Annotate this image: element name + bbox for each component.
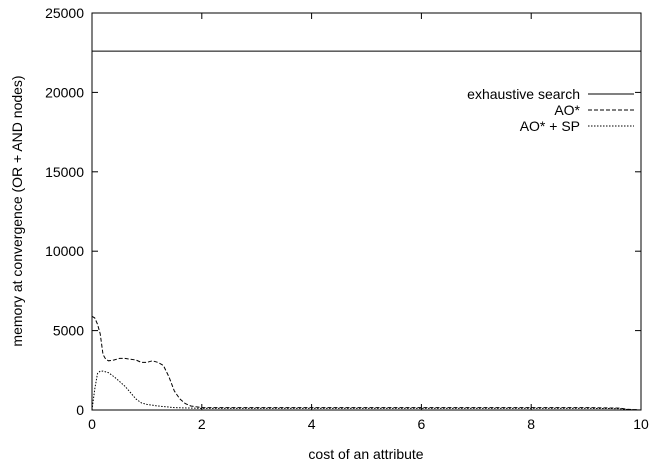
x-tick-label: 0 (88, 416, 96, 432)
y-tick-label: 15000 (45, 164, 84, 180)
x-tick-label: 2 (198, 416, 206, 432)
y-tick-label: 25000 (45, 5, 84, 21)
series-line (91, 370, 642, 411)
y-tick-label: 10000 (45, 243, 84, 259)
y-tick-label: 5000 (53, 323, 84, 339)
x-axis-label: cost of an attribute (308, 446, 423, 462)
x-tick-label: 4 (308, 416, 316, 432)
y-axis-label: memory at convergence (OR + AND nodes) (9, 75, 25, 346)
x-tick-label: 6 (418, 416, 426, 432)
x-tick-label: 10 (633, 416, 649, 432)
x-axis: 0 2 4 6 8 10 (88, 13, 649, 432)
plot-frame (91, 12, 642, 411)
legend-label: AO* (554, 102, 580, 118)
x-tick-label: 8 (527, 416, 535, 432)
y-axis: 0 5000 10000 15000 20000 25000 (45, 5, 641, 418)
series-line (91, 315, 642, 411)
y-tick-label: 20000 (45, 84, 84, 100)
y-tick-label: 0 (76, 402, 84, 418)
legend-label: exhaustive search (467, 86, 580, 102)
series-layer (91, 50, 642, 411)
legend-label: AO* + SP (520, 118, 580, 134)
